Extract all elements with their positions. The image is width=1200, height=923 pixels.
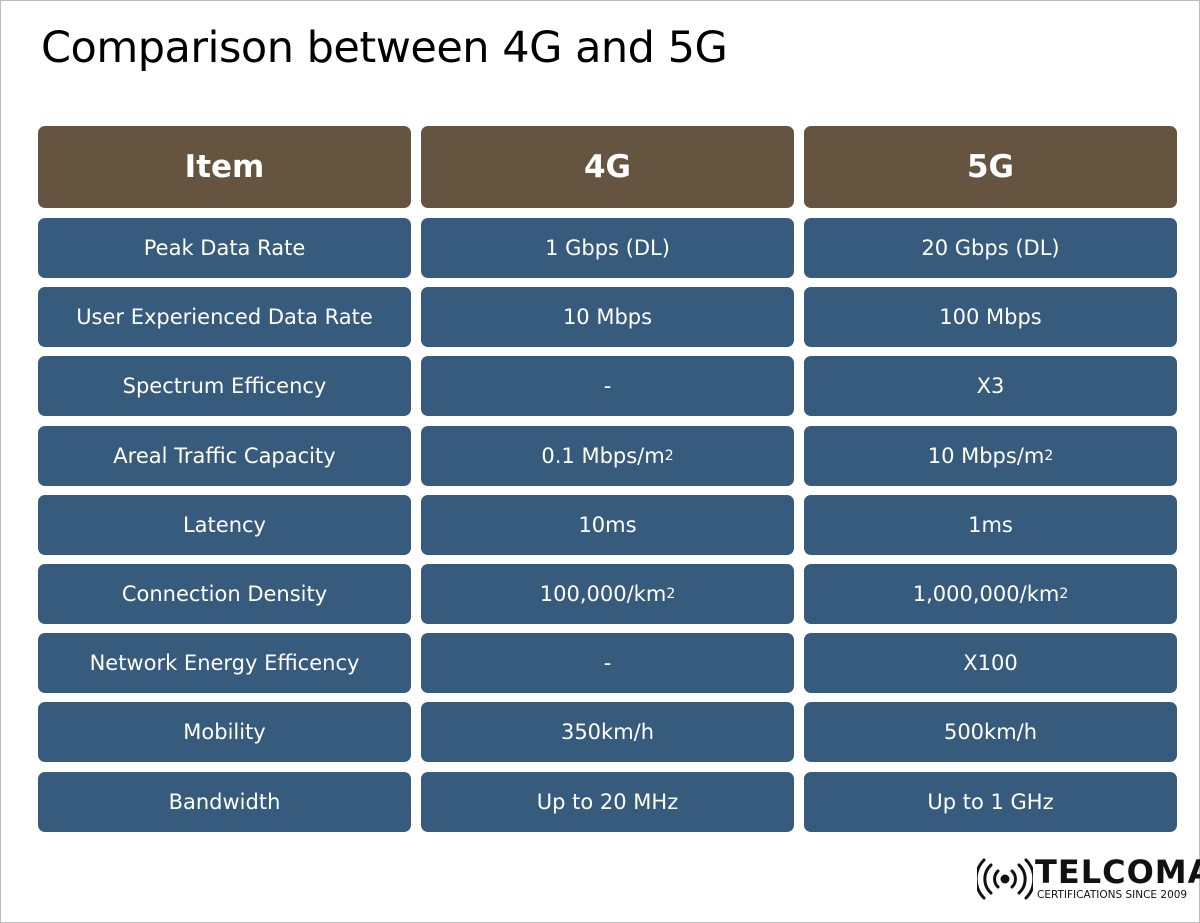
- table-cell: Peak Data Rate: [38, 218, 411, 278]
- title: Comparison between 4G and 5G: [41, 23, 728, 73]
- cell-text: 1,000,000/km: [912, 582, 1060, 606]
- logo-icon: [977, 858, 1033, 900]
- table-cell: Bandwidth: [38, 771, 411, 832]
- table-cell: Connection Density: [38, 564, 411, 624]
- table-cell: 1 Gbps (DL): [421, 218, 794, 278]
- table-cell: User Experienced Data Rate: [38, 287, 411, 348]
- superscript: 2: [664, 447, 674, 464]
- table-cell: 1ms: [804, 494, 1177, 555]
- header-cell: Item: [38, 126, 411, 208]
- header-cell: 5G: [804, 126, 1177, 208]
- cell-text: 10 Mbps/m: [927, 443, 1045, 468]
- table-cell: Latency: [38, 494, 411, 555]
- table-cell: 10 Mbps/m 2: [804, 425, 1177, 486]
- table-cell: Up to 20 MHz: [421, 771, 794, 832]
- table-cell: -: [421, 356, 794, 417]
- cell-text: 100,000/km: [539, 582, 667, 606]
- table-cell: Up to 1 GHz: [804, 771, 1177, 832]
- table-cell: 10ms: [421, 494, 794, 555]
- table-cell: Network Energy Efficency: [38, 633, 411, 694]
- cell-text: 0.1 Mbps/m: [541, 443, 665, 468]
- table-cell: Areal Traffic Capacity: [38, 425, 411, 486]
- table-cell: 20 Gbps (DL): [804, 218, 1177, 278]
- header-cell: 4G: [421, 126, 794, 208]
- table-cell: 10 Mbps: [421, 287, 794, 348]
- table-cell: 350km/h: [421, 702, 794, 763]
- table-cell: 100 Mbps: [804, 287, 1177, 348]
- table-cell: X100: [804, 633, 1177, 694]
- table-cell: 1,000,000/km 2: [804, 564, 1177, 624]
- table-cell: X3: [804, 356, 1177, 417]
- table-cell: 0.1 Mbps/m 2: [421, 425, 794, 486]
- table-cell: 500km/h: [804, 702, 1177, 763]
- table-cell: Spectrum Efficency: [38, 356, 411, 417]
- table-cell: Mobility: [38, 702, 411, 763]
- table-cell: -: [421, 633, 794, 694]
- superscript: 2: [666, 586, 676, 602]
- superscript: 2: [1059, 586, 1069, 602]
- superscript: 2: [1044, 447, 1054, 464]
- logo-tagline: CERTIFICATIONS SINCE 2009: [1037, 889, 1188, 901]
- logo-name: TELCOMA: [1035, 853, 1200, 891]
- table-cell: 100,000/km 2: [421, 564, 794, 624]
- logo: TELCOMA CERTIFICATIONS SINCE 2009: [977, 853, 1200, 903]
